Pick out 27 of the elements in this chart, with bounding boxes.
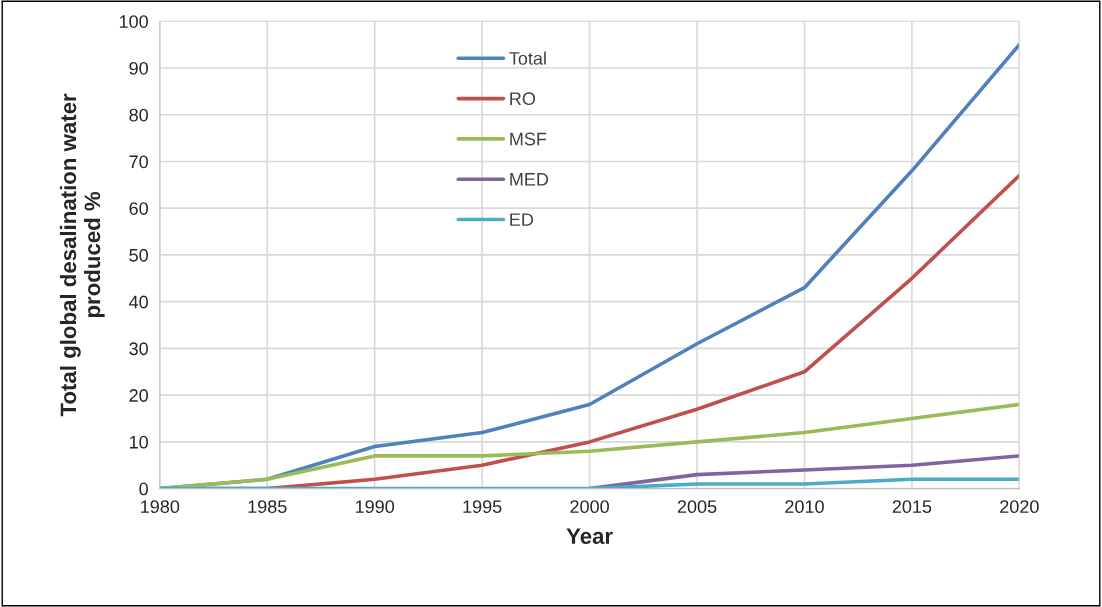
legend-label: ED: [510, 213, 534, 226]
legend-label: RO: [510, 92, 536, 106]
legend-label: Total: [509, 51, 546, 65]
x-tick-label: 1990: [355, 500, 395, 514]
legend-label: MED: [510, 173, 549, 186]
y-tick-label: 20: [129, 389, 148, 402]
x-tick-label: 2000: [570, 500, 609, 514]
legend-label: MSF: [510, 132, 547, 146]
y-tick-label: 80: [129, 108, 148, 122]
x-tick-label: 2015: [892, 500, 932, 514]
y-tick-label: 50: [129, 248, 148, 262]
x-tick-label: 2010: [785, 500, 824, 514]
y-axis-title: Total global desalination water produced %: [59, 93, 105, 417]
y-tick-label: 70: [129, 155, 148, 169]
x-tick-label: 2020: [1000, 500, 1039, 514]
x-tick-label: 1980: [141, 500, 180, 514]
x-tick-label: 2005: [677, 500, 717, 514]
x-axis-title: Year: [566, 528, 613, 545]
y-tick-label: 90: [129, 61, 148, 75]
y-tick-label: 40: [129, 295, 148, 309]
x-tick-label: 1995: [463, 500, 502, 514]
y-tick-label: 10: [129, 435, 148, 449]
x-tick-label: 1985: [248, 500, 287, 514]
y-tick-label: 30: [129, 342, 148, 356]
y-tick-label: 100: [119, 15, 148, 28]
y-tick-label: 60: [129, 202, 148, 215]
y-tick-label: 0: [139, 482, 148, 496]
